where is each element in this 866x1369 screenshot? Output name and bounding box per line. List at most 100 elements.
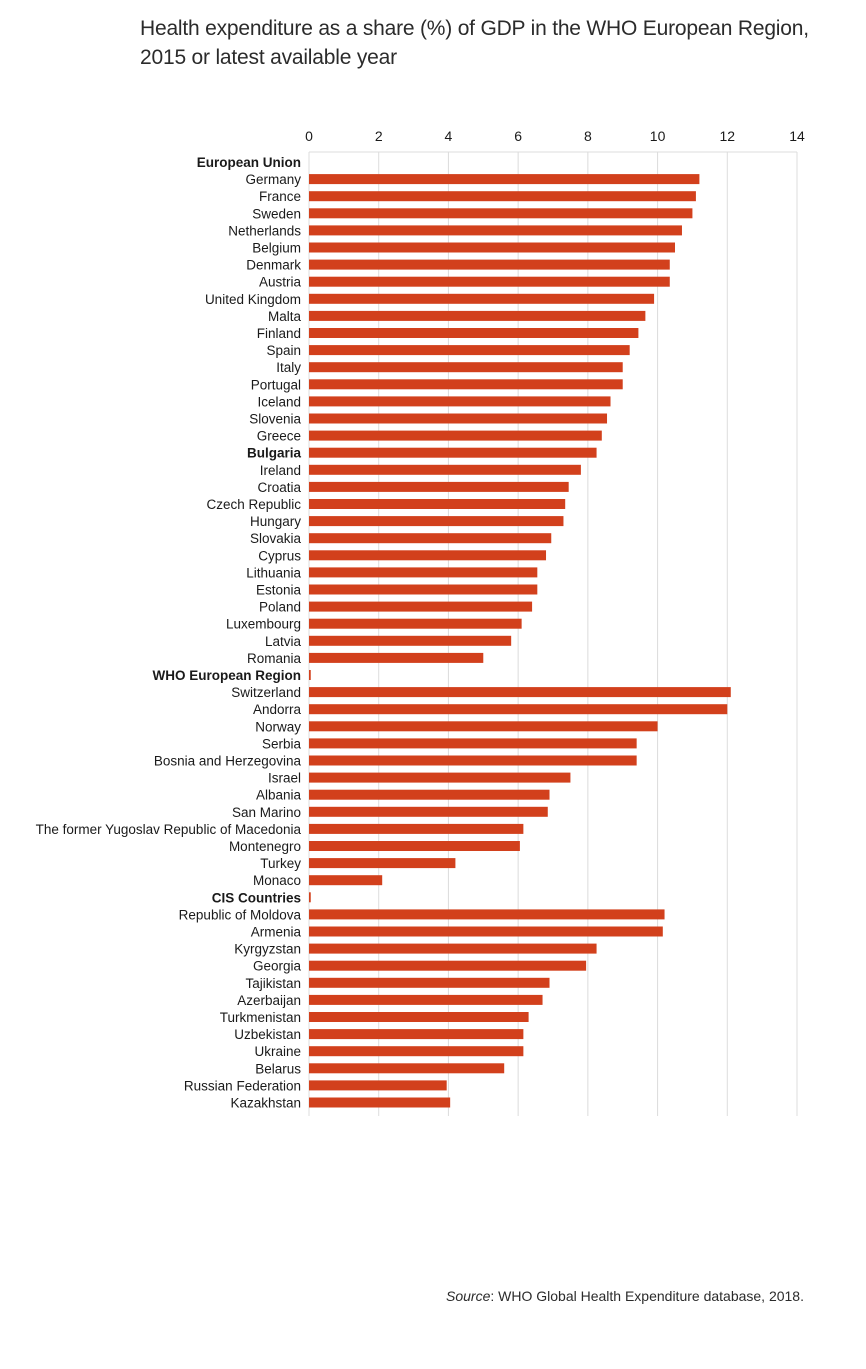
category-label: Denmark xyxy=(246,258,301,273)
bar xyxy=(309,994,543,1005)
x-tick-label: 0 xyxy=(305,128,313,144)
category-label: Georgia xyxy=(253,959,302,974)
category-label: Italy xyxy=(276,360,301,375)
bar xyxy=(309,960,587,971)
category-label: Sweden xyxy=(252,206,301,221)
bar xyxy=(309,516,564,527)
category-label: Kazakhstan xyxy=(230,1096,301,1111)
source-text: : WHO Global Health Expenditure database… xyxy=(490,1288,804,1304)
category-label: United Kingdom xyxy=(205,292,301,307)
bar xyxy=(309,345,630,356)
bar xyxy=(309,362,623,373)
bar xyxy=(309,1080,447,1091)
x-tick-label: 8 xyxy=(584,128,592,144)
category-label: Poland xyxy=(259,600,301,615)
category-label: Netherlands xyxy=(228,223,301,238)
category-label: Uzbekistan xyxy=(234,1027,301,1042)
category-label: Cyprus xyxy=(258,548,301,563)
category-label: Austria xyxy=(259,275,302,290)
category-label: Republic of Moldova xyxy=(179,907,302,922)
category-label: Israel xyxy=(268,771,301,786)
x-tick-label: 10 xyxy=(650,128,666,144)
bar xyxy=(309,242,675,253)
bar xyxy=(309,1097,451,1108)
bar xyxy=(309,1012,529,1022)
x-tick-label: 4 xyxy=(445,128,453,144)
category-label: Iceland xyxy=(257,394,301,409)
category-label: Serbia xyxy=(262,736,302,751)
category-label: Norway xyxy=(255,719,301,734)
bar xyxy=(309,174,700,185)
bar xyxy=(309,225,682,236)
category-label: Spain xyxy=(266,343,301,358)
bar xyxy=(309,328,639,338)
bar xyxy=(309,858,456,869)
bar xyxy=(309,704,728,715)
bar xyxy=(309,909,665,920)
category-label: Azerbaijan xyxy=(237,993,301,1008)
bar xyxy=(309,926,663,937)
category-label: Turkey xyxy=(260,856,301,871)
category-label: Luxembourg xyxy=(226,617,301,632)
category-label: Armenia xyxy=(251,925,302,940)
category-label: Slovenia xyxy=(249,412,301,427)
category-label: Romania xyxy=(247,651,302,666)
category-label: Kyrgyzstan xyxy=(234,942,301,957)
bar xyxy=(309,1029,524,1040)
x-tick-label: 6 xyxy=(514,128,522,144)
bar xyxy=(309,430,602,441)
bar xyxy=(309,550,547,561)
category-label: Germany xyxy=(245,172,301,187)
bar xyxy=(309,841,520,851)
category-label: Slovakia xyxy=(250,531,302,546)
bar xyxy=(309,499,566,509)
bar xyxy=(309,567,538,578)
group-heading-label: CIS Countries xyxy=(212,890,301,905)
bar xyxy=(309,464,581,475)
x-tick-label: 14 xyxy=(789,128,805,144)
category-label: Tajikistan xyxy=(245,976,301,991)
category-label: The former Yugoslav Republic of Macedoni… xyxy=(36,822,302,837)
category-label: Belarus xyxy=(255,1061,301,1076)
chart-title: Health expenditure as a share (%) of GDP… xyxy=(140,17,809,69)
x-tick-label: 2 xyxy=(375,128,383,144)
bar xyxy=(309,635,512,646)
category-label: Greece xyxy=(257,429,301,444)
category-label: Malta xyxy=(268,309,302,324)
bar xyxy=(309,379,623,390)
category-label: Monaco xyxy=(253,873,301,888)
category-label: Albania xyxy=(256,788,302,803)
bar xyxy=(309,276,670,287)
category-label: Switzerland xyxy=(231,685,301,700)
bar xyxy=(309,652,484,663)
category-label: Latvia xyxy=(265,634,302,649)
category-label: Hungary xyxy=(250,514,301,529)
bar xyxy=(309,670,311,680)
category-label: Finland xyxy=(257,326,301,341)
category-label: Lithuania xyxy=(246,565,301,580)
bar xyxy=(309,687,731,698)
bar xyxy=(309,943,597,954)
bar xyxy=(309,293,655,304)
category-label: Portugal xyxy=(251,377,301,392)
bar xyxy=(309,721,658,732)
bar xyxy=(309,806,548,817)
bar xyxy=(309,310,646,321)
bar xyxy=(309,208,693,219)
bar xyxy=(309,191,696,202)
bar xyxy=(309,789,550,800)
bar xyxy=(309,584,538,595)
bar xyxy=(309,413,608,424)
bar xyxy=(309,447,597,458)
category-label: Croatia xyxy=(257,480,301,495)
category-label: Czech Republic xyxy=(206,497,301,512)
category-label: Ukraine xyxy=(254,1044,301,1059)
group-heading-label: WHO European Region xyxy=(153,668,302,683)
bar xyxy=(309,1063,505,1074)
category-label: Belgium xyxy=(252,241,301,256)
group-heading-label: Bulgaria xyxy=(247,446,302,461)
category-label: Turkmenistan xyxy=(220,1010,301,1025)
x-tick-label: 12 xyxy=(719,128,735,144)
bar xyxy=(309,259,670,270)
